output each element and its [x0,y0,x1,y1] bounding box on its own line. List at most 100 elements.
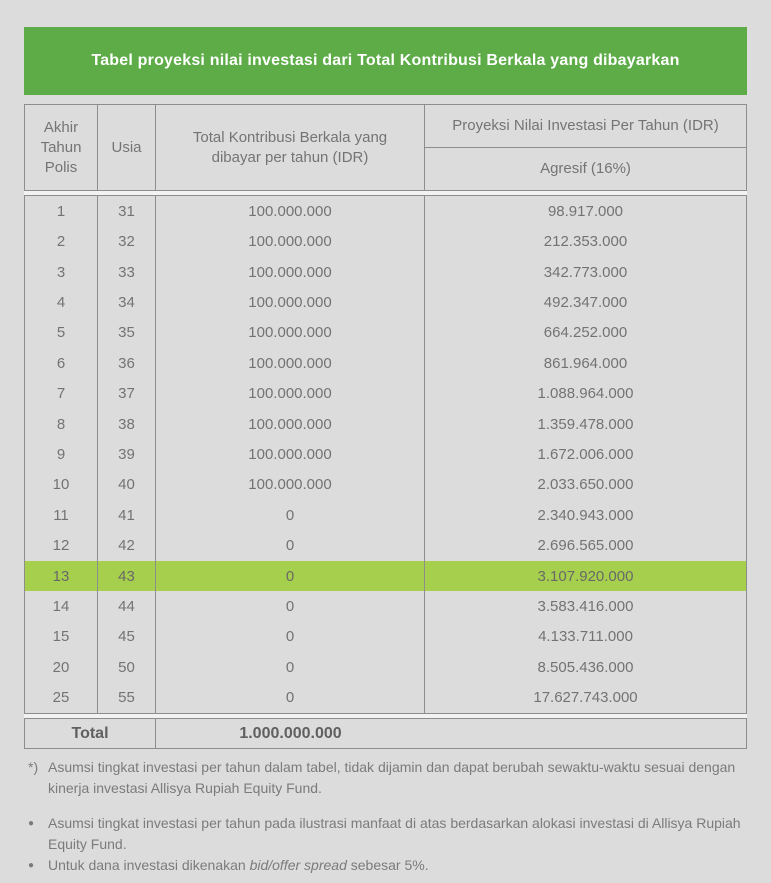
table-row: 5 35 100.000.000 664.252.000 [25,317,746,349]
cell-contribution: 100.000.000 [156,196,425,227]
table-row: 8 38 100.000.000 1.359.478.000 [25,408,746,440]
asterisk-marker: *) [28,759,39,775]
cell-projection: 2.696.565.000 [537,537,634,555]
cell-projection: 2.340.943.000 [537,506,634,524]
cell-age: 44 [98,591,156,622]
footnote-asterisk-text: Asumsi tingkat investasi per tahun dalam… [48,759,736,796]
cell-contribution: 100.000.000 [156,226,425,257]
cell-projection: 212.353.000 [543,233,628,251]
bullet-icon: ● [28,818,35,829]
table-row: 20 50 0 8.505.436.000 [25,652,746,683]
footnote-bullet-2: ● Untuk dana investasi dikenakan bid/off… [28,855,747,876]
cell-age: 38 [98,408,156,440]
cell-age: 50 [98,652,156,683]
cell-projection: 492.347.000 [543,293,628,311]
cell-age: 34 [98,287,156,318]
cell-policy-year: 8 [25,408,98,440]
cell-policy-year: 7 [25,378,98,409]
cell-projection: 342.773.000 [543,263,628,281]
cell-age: 45 [98,621,156,653]
total-value: 1.000.000.000 [239,724,342,742]
cell-policy-year: 6 [25,348,98,379]
table-row: 9 39 100.000.000 1.672.006.000 [25,439,746,470]
cell-policy-year: 12 [25,530,98,561]
cell-age: 35 [98,317,156,349]
cell-age: 31 [98,196,156,227]
table-body: 1 31 100.000.000 98.917.000 2 32 100.000… [24,195,747,714]
total-empty-cell [425,719,746,748]
table-header: Akhir Tahun Polis Usia Total Kontribusi … [24,104,747,191]
table-row: 10 40 100.000.000 2.033.650.000 [25,469,746,501]
header-cell-projection-title: Proyeksi Nilai Investasi Per Tahun (IDR) [425,105,746,148]
cell-projection: 98.917.000 [547,202,624,220]
cell-projection: 17.627.743.000 [533,689,638,707]
cell-contribution: 0 [156,621,425,653]
cell-contribution: 0 [156,530,425,561]
cell-policy-year: 11 [25,500,98,531]
cell-projection: 664.252.000 [543,324,628,342]
cell-policy-year: 2 [25,226,98,257]
cell-age: 40 [98,469,156,501]
cell-policy-year: 1 [25,196,98,227]
cell-contribution: 100.000.000 [156,256,425,288]
cell-policy-year: 15 [25,621,98,653]
cell-policy-year: 3 [25,256,98,288]
table-row: 13 43 0 3.107.920.000 [25,560,746,592]
cell-policy-year: 14 [25,591,98,622]
table-row: 2 32 100.000.000 212.353.000 [25,226,746,257]
cell-policy-year: 10 [25,469,98,501]
header-cell-contribution: Total Kontribusi Berkala yang dibayar pe… [156,105,425,190]
cell-policy-year: 5 [25,317,98,349]
cell-contribution: 0 [156,682,425,713]
cell-contribution: 0 [156,652,425,683]
cell-contribution: 0 [156,591,425,622]
cell-policy-year: 9 [25,439,98,470]
cell-projection: 1.359.478.000 [537,415,634,433]
table-row: 12 42 0 2.696.565.000 [25,530,746,561]
footnote-bullet-2-text: Untuk dana investasi dikenakan bid/offer… [48,857,429,873]
cell-contribution: 100.000.000 [156,439,425,470]
cell-contribution: 100.000.000 [156,408,425,440]
footnotes: *) Asumsi tingkat investasi per tahun da… [28,757,747,876]
cell-age: 43 [98,560,156,592]
cell-age: 32 [98,226,156,257]
cell-age: 33 [98,256,156,288]
cell-age: 37 [98,378,156,409]
total-row: Total 1.000.000.000 [24,718,747,749]
bullet-icon: ● [28,860,35,871]
section-gap [24,714,747,718]
cell-projection: 1.088.964.000 [537,385,634,403]
cell-projection: 8.505.436.000 [537,658,634,676]
cell-contribution: 100.000.000 [156,348,425,379]
cell-contribution: 100.000.000 [156,317,425,349]
header-cell-policy-year: Akhir Tahun Polis [25,105,98,190]
footnote-bullet-1: ● Asumsi tingkat investasi per tahun pad… [28,813,747,855]
cell-policy-year: 13 [25,560,98,592]
table-row: 6 36 100.000.000 861.964.000 [25,348,746,379]
cell-policy-year: 20 [25,652,98,683]
table-row: 7 37 100.000.000 1.088.964.000 [25,378,746,409]
cell-projection: 3.107.920.000 [537,567,634,585]
cell-age: 42 [98,530,156,561]
table-row: 1 31 100.000.000 98.917.000 [25,196,746,227]
cell-age: 41 [98,500,156,531]
table-row: 4 34 100.000.000 492.347.000 [25,287,746,318]
section-gap [24,190,747,195]
header-cell-projection-sub: Agresif (16%) [540,160,631,177]
table-row: 11 41 0 2.340.943.000 [25,500,746,531]
table-row: 25 55 0 17.627.743.000 [25,682,746,713]
cell-projection: 3.583.416.000 [537,597,634,615]
cell-contribution: 0 [156,500,425,531]
cell-projection: 2.033.650.000 [537,476,634,494]
cell-projection: 1.672.006.000 [537,445,634,463]
cell-age: 36 [98,348,156,379]
footnote-asterisk: *) Asumsi tingkat investasi per tahun da… [28,757,747,799]
cell-age: 39 [98,439,156,470]
cell-contribution: 100.000.000 [156,469,425,501]
table-row: 14 44 0 3.583.416.000 [25,591,746,622]
cell-contribution: 0 [156,560,425,592]
cell-projection: 4.133.711.000 [538,628,633,646]
page-title: Tabel proyeksi nilai investasi dari Tota… [91,52,680,69]
cell-contribution: 100.000.000 [156,378,425,409]
